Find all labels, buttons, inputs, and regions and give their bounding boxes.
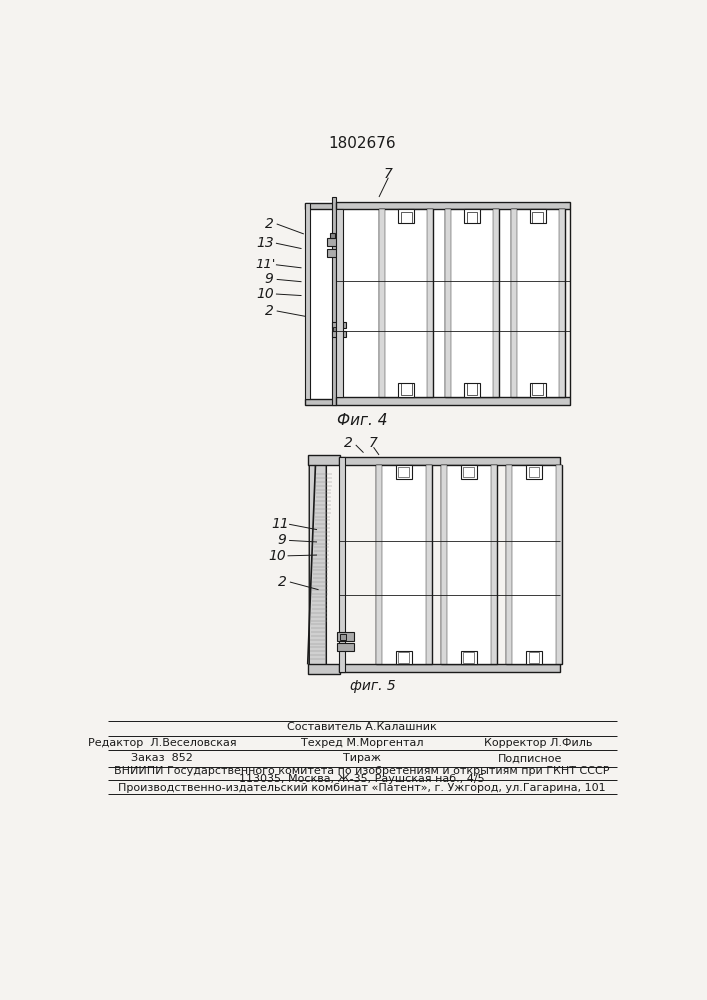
Text: Фиг. 4: Фиг. 4 <box>337 413 387 428</box>
Bar <box>332 197 337 405</box>
Bar <box>337 643 354 651</box>
Bar <box>339 457 559 465</box>
Text: 2: 2 <box>278 575 286 589</box>
Text: Редактор  Л.Веселовская: Редактор Л.Веселовская <box>88 738 236 748</box>
Text: 9: 9 <box>264 272 274 286</box>
Bar <box>398 652 409 663</box>
Bar <box>464 209 480 223</box>
Bar <box>401 383 411 395</box>
Bar <box>445 209 499 397</box>
Text: Подписное: Подписное <box>498 753 562 763</box>
Bar <box>526 651 542 664</box>
Bar <box>396 651 411 664</box>
Bar <box>376 465 382 664</box>
Bar <box>467 383 477 395</box>
Bar <box>559 209 565 397</box>
Bar <box>379 209 385 397</box>
Bar <box>398 209 414 223</box>
Bar <box>339 457 345 672</box>
Bar <box>305 203 337 209</box>
Text: Корректор Л.Филь: Корректор Л.Филь <box>484 738 592 748</box>
Bar <box>444 465 493 664</box>
Bar <box>491 465 497 664</box>
Text: 7: 7 <box>369 436 378 450</box>
Bar <box>401 212 411 223</box>
Bar <box>427 209 433 397</box>
Bar <box>532 212 543 223</box>
Bar <box>506 465 513 664</box>
Bar <box>379 465 428 664</box>
Bar <box>509 465 559 664</box>
Bar <box>448 209 496 397</box>
Bar <box>376 465 432 664</box>
Bar <box>526 465 542 479</box>
Text: Составитель А.Калашник: Составитель А.Калашник <box>287 722 437 732</box>
Bar <box>337 202 571 209</box>
Bar <box>305 203 310 399</box>
Bar <box>461 465 477 479</box>
Bar <box>382 209 430 397</box>
Bar <box>441 465 448 664</box>
Bar <box>464 466 474 477</box>
Text: 10: 10 <box>256 287 274 301</box>
Polygon shape <box>309 457 327 672</box>
Bar <box>333 327 337 331</box>
Text: 11': 11' <box>255 258 275 271</box>
Text: Производственно-издательский комбинат «Патент», г. Ужгород, ул.Гагарина, 101: Производственно-издательский комбинат «П… <box>118 783 606 793</box>
Bar <box>467 212 477 223</box>
Bar <box>514 209 562 397</box>
Text: 9: 9 <box>278 533 286 547</box>
Bar <box>529 466 539 477</box>
Bar <box>305 201 565 405</box>
Bar <box>379 209 433 397</box>
Bar <box>532 383 543 395</box>
Text: 7: 7 <box>384 167 392 181</box>
Bar <box>332 322 346 328</box>
Polygon shape <box>308 455 340 465</box>
Bar <box>461 651 477 664</box>
Bar <box>337 209 343 397</box>
Bar <box>464 652 474 663</box>
Text: 2: 2 <box>264 217 274 231</box>
Text: 11: 11 <box>271 517 288 531</box>
Bar <box>530 209 546 223</box>
Text: 2: 2 <box>344 436 352 450</box>
Bar <box>426 465 432 664</box>
Bar <box>506 465 562 664</box>
Bar <box>327 249 338 257</box>
Text: фиг. 5: фиг. 5 <box>349 679 395 693</box>
Text: 113035, Москва, Ж-35, Раушская наб., 4/5: 113035, Москва, Ж-35, Раушская наб., 4/5 <box>239 774 485 784</box>
Text: ВНИИПИ Государственного комитета по изобретениям и открытиям при ГКНТ СССР: ВНИИПИ Государственного комитета по изоб… <box>115 766 609 776</box>
Bar <box>332 331 346 337</box>
Bar <box>510 209 565 397</box>
Bar <box>530 383 546 397</box>
Text: Заказ  852: Заказ 852 <box>131 753 193 763</box>
Bar <box>445 209 451 397</box>
Bar <box>464 383 480 397</box>
Bar <box>493 209 499 397</box>
Bar <box>510 209 517 397</box>
Text: 13: 13 <box>256 236 274 250</box>
Bar <box>529 652 539 663</box>
Text: 10: 10 <box>269 549 286 563</box>
Bar <box>441 465 497 664</box>
Bar <box>396 465 411 479</box>
Bar <box>327 238 338 246</box>
Polygon shape <box>308 664 340 674</box>
Bar <box>398 383 414 397</box>
Bar <box>330 233 335 238</box>
Bar <box>337 397 571 405</box>
Text: 1802676: 1802676 <box>328 136 396 151</box>
Bar <box>556 465 562 664</box>
Bar <box>305 399 337 405</box>
Text: 2: 2 <box>264 304 274 318</box>
Bar <box>339 664 559 672</box>
Text: Техред М.Моргентал: Техред М.Моргентал <box>300 738 423 748</box>
Bar <box>337 632 354 641</box>
Bar <box>398 466 409 477</box>
Bar <box>340 634 346 640</box>
Text: Тираж: Тираж <box>343 753 381 763</box>
